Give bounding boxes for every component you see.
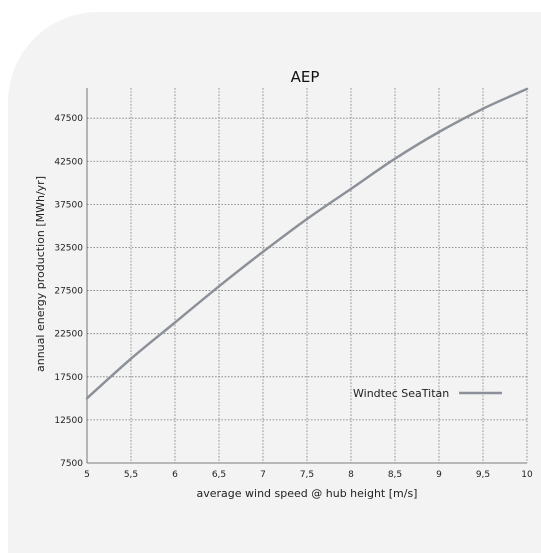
grid: [87, 88, 528, 463]
x-axis-title: average wind speed @ hub height [m/s]: [197, 487, 418, 500]
x-tick-label: 6: [172, 470, 178, 480]
x-tick-label: 10: [521, 470, 533, 480]
x-tick-label: 5,5: [124, 470, 138, 480]
series-line-windtec-seatitan: [85, 87, 529, 400]
y-tick-label: 32500: [54, 243, 83, 253]
y-tick-label: 37500: [54, 200, 83, 210]
x-tick-label: 8,5: [388, 470, 402, 480]
x-tick-label: 9: [436, 470, 442, 480]
y-axis-title: annual energy production [MWh/yr]: [34, 176, 47, 372]
y-tick-label: 7500: [60, 459, 83, 469]
y-tick-label: 27500: [54, 287, 83, 297]
x-tick-label: 9,5: [476, 470, 490, 480]
y-tick-label: 42500: [54, 157, 83, 167]
legend-label-windtec-seatitan: Windtec SeaTitan: [353, 387, 449, 400]
y-tick-label: 22500: [54, 330, 83, 340]
y-tick-label: 47500: [54, 114, 83, 124]
tick-labels: 5 5,5 6 6,5 7 7,5 8 8,5 9 9,5 10 7500 12500 17500 2250…: [54, 114, 533, 480]
x-tick-label: 7: [260, 470, 266, 480]
x-tick-label: 5: [84, 470, 90, 480]
y-tick-label: 17500: [54, 373, 83, 383]
x-tick-label: 6,5: [212, 470, 226, 480]
series-layer: [85, 87, 529, 400]
legend: Windtec SeaTitan: [353, 387, 502, 400]
axes: [86, 88, 527, 464]
x-tick-label: 8: [348, 470, 354, 480]
chart-title: AEP: [291, 68, 320, 86]
x-tick-label: 7,5: [300, 470, 314, 480]
y-tick-label: 12500: [54, 416, 83, 426]
